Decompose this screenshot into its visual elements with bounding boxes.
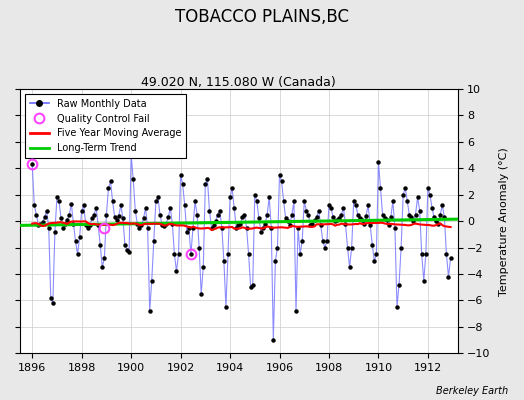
Text: TOBACCO PLAINS,BC: TOBACCO PLAINS,BC xyxy=(175,8,349,26)
Y-axis label: Temperature Anomaly (°C): Temperature Anomaly (°C) xyxy=(499,147,509,296)
Text: Berkeley Earth: Berkeley Earth xyxy=(436,386,508,396)
Legend: Raw Monthly Data, Quality Control Fail, Five Year Moving Average, Long-Term Tren: Raw Monthly Data, Quality Control Fail, … xyxy=(25,94,186,158)
Title: 49.020 N, 115.080 W (Canada): 49.020 N, 115.080 W (Canada) xyxy=(141,76,336,89)
